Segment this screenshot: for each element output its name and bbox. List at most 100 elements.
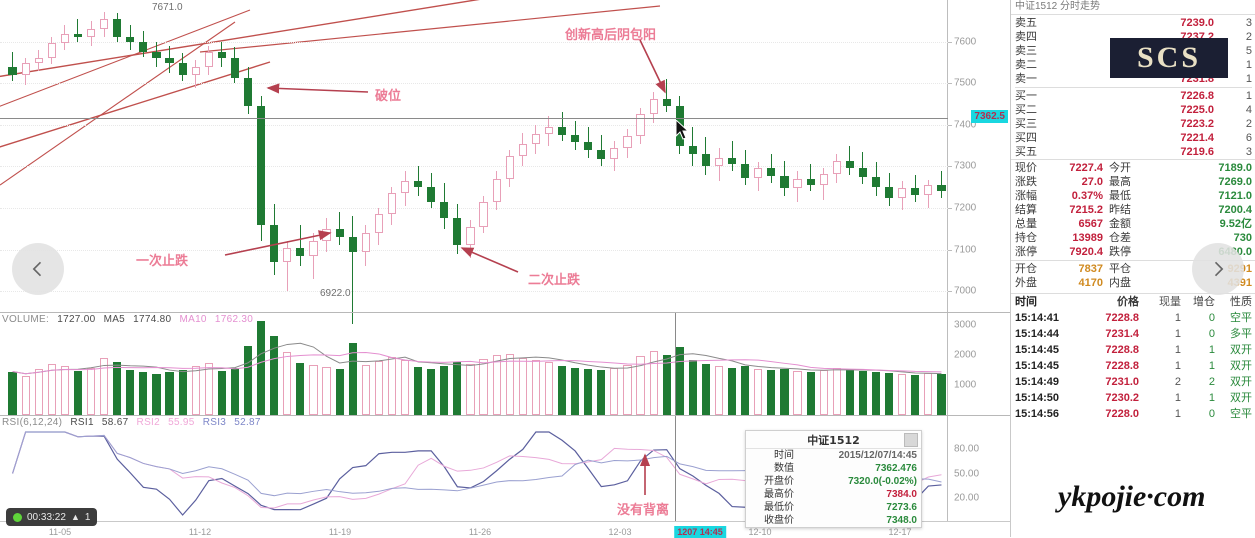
volume-bar[interactable] <box>466 364 475 415</box>
tick-row[interactable]: 15:14:50 7230.2 1 1 双开 <box>1011 390 1255 406</box>
volume-bar[interactable] <box>283 352 292 415</box>
candlestick[interactable] <box>47 0 56 312</box>
candlestick[interactable] <box>257 0 266 312</box>
volume-bar[interactable] <box>728 367 737 415</box>
volume-bar[interactable] <box>636 355 645 415</box>
volume-bar[interactable] <box>178 370 187 415</box>
volume-bar[interactable] <box>518 358 527 415</box>
volume-bar[interactable] <box>335 368 344 415</box>
volume-bar[interactable] <box>479 358 488 415</box>
volume-bar[interactable] <box>688 360 697 415</box>
price-chart-pane[interactable]: 7600 7500 7400 7300 7200 7100 7000 7671.0 6922… <box>0 0 1010 324</box>
volume-bar[interactable] <box>557 365 567 415</box>
tick-row[interactable]: 15:14:49 7231.0 2 2 双开 <box>1011 374 1255 390</box>
candlestick[interactable] <box>662 0 671 312</box>
candlestick[interactable] <box>283 0 292 312</box>
volume-bar[interactable] <box>374 361 383 415</box>
close-icon[interactable] <box>904 433 918 447</box>
candlestick[interactable] <box>832 0 841 312</box>
order-book[interactable]: 卖五7239.03卖四7237.22卖三7235.45卖二7233.61卖一72… <box>1011 15 1255 159</box>
candlestick[interactable] <box>714 0 724 312</box>
ask-row[interactable]: 卖五 7239.0 3 <box>1015 16 1252 30</box>
volume-bar[interactable] <box>257 320 266 415</box>
tick-row[interactable]: 15:14:45 7228.8 1 1 双开 <box>1011 358 1255 374</box>
candlestick[interactable] <box>387 0 396 312</box>
candlestick[interactable] <box>374 0 383 312</box>
volume-bar[interactable] <box>793 370 802 415</box>
volume-bar[interactable] <box>427 368 436 415</box>
candlestick[interactable] <box>191 0 200 312</box>
candlestick[interactable] <box>937 0 946 312</box>
tick-row[interactable]: 15:14:44 7231.4 1 0 多平 <box>1011 326 1255 342</box>
volume-bar[interactable] <box>806 371 815 415</box>
candlestick[interactable] <box>165 0 174 312</box>
volume-bar[interactable] <box>649 351 658 415</box>
next-image-button[interactable] <box>1192 243 1244 295</box>
volume-bar[interactable] <box>165 372 174 415</box>
volume-bar[interactable] <box>662 355 671 415</box>
prev-image-button[interactable] <box>12 243 64 295</box>
bid-row[interactable]: 买三 7223.2 2 <box>1015 117 1252 131</box>
candlestick[interactable] <box>309 0 318 312</box>
volume-bar[interactable] <box>845 369 854 415</box>
volume-bar[interactable] <box>937 373 946 415</box>
volume-bar[interactable] <box>113 362 122 415</box>
volume-bar[interactable] <box>871 372 881 415</box>
candlestick[interactable] <box>518 0 527 312</box>
volume-bar[interactable] <box>531 360 540 415</box>
candlestick[interactable] <box>21 0 30 312</box>
candlestick[interactable] <box>610 0 619 312</box>
candlestick[interactable] <box>479 0 488 312</box>
candlestick[interactable] <box>675 0 684 312</box>
candlestick[interactable] <box>636 0 645 312</box>
volume-bar[interactable] <box>243 346 253 415</box>
candlestick[interactable] <box>649 0 658 312</box>
volume-bar[interactable] <box>597 370 606 415</box>
candlestick[interactable] <box>400 0 410 312</box>
candlestick[interactable] <box>819 0 828 312</box>
data-tooltip[interactable]: 中证1512 时间 2015/12/07/14:45 数值 7362.476 开盘价 73… <box>745 430 922 528</box>
candlestick[interactable] <box>898 0 907 312</box>
tick-row[interactable]: 15:14:56 7228.0 1 0 空平 <box>1011 406 1255 422</box>
volume-bar[interactable] <box>270 335 279 415</box>
volume-bar[interactable] <box>610 368 619 415</box>
volume-bar[interactable] <box>741 366 750 415</box>
status-pill[interactable]: 00:33:22 ▲ 1 <box>6 508 98 526</box>
candlestick[interactable] <box>86 0 96 312</box>
volume-bar[interactable] <box>34 369 43 415</box>
quote-panel[interactable]: 中证1512 分时走势 卖五7239.03卖四7237.22卖三7235.45卖… <box>1010 0 1255 537</box>
candlestick[interactable] <box>178 0 187 312</box>
tick-row[interactable]: 15:14:41 7228.8 1 0 空平 <box>1011 310 1255 326</box>
candlestick[interactable] <box>322 0 331 312</box>
volume-bar[interactable] <box>623 364 632 415</box>
volume-bar[interactable] <box>754 368 763 415</box>
candlestick[interactable] <box>139 0 148 312</box>
candlestick[interactable] <box>361 0 370 312</box>
candlestick[interactable] <box>885 0 894 312</box>
volume-bar[interactable] <box>440 366 449 415</box>
volume-bar[interactable] <box>505 353 514 415</box>
candlestick[interactable] <box>623 0 632 312</box>
candlestick[interactable] <box>8 0 17 312</box>
candlestick[interactable] <box>701 0 710 312</box>
volume-bar[interactable] <box>780 368 789 415</box>
candlestick[interactable] <box>217 0 226 312</box>
volume-bar[interactable] <box>309 364 318 415</box>
volume-bar[interactable] <box>217 370 226 415</box>
volume-bar[interactable] <box>21 376 30 415</box>
candlestick[interactable] <box>688 0 697 312</box>
bell-icon[interactable]: ▲ <box>70 512 80 522</box>
candlestick[interactable] <box>924 0 933 312</box>
candlestick[interactable] <box>270 0 279 312</box>
volume-bar[interactable] <box>885 373 894 415</box>
tick-table[interactable]: 时间 价格 现量 增仓 性质 15:14:41 7228.8 1 0 空平 15:14:4… <box>1011 293 1255 422</box>
volume-bar[interactable] <box>204 363 213 415</box>
candlestick[interactable] <box>871 0 881 312</box>
volume-bar[interactable] <box>584 369 593 415</box>
volume-bar[interactable] <box>8 371 17 415</box>
volume-bar[interactable] <box>767 370 776 415</box>
volume-bar[interactable] <box>414 367 423 415</box>
volume-bar[interactable] <box>126 370 135 415</box>
candlestick[interactable] <box>34 0 43 312</box>
candlestick[interactable] <box>557 0 567 312</box>
